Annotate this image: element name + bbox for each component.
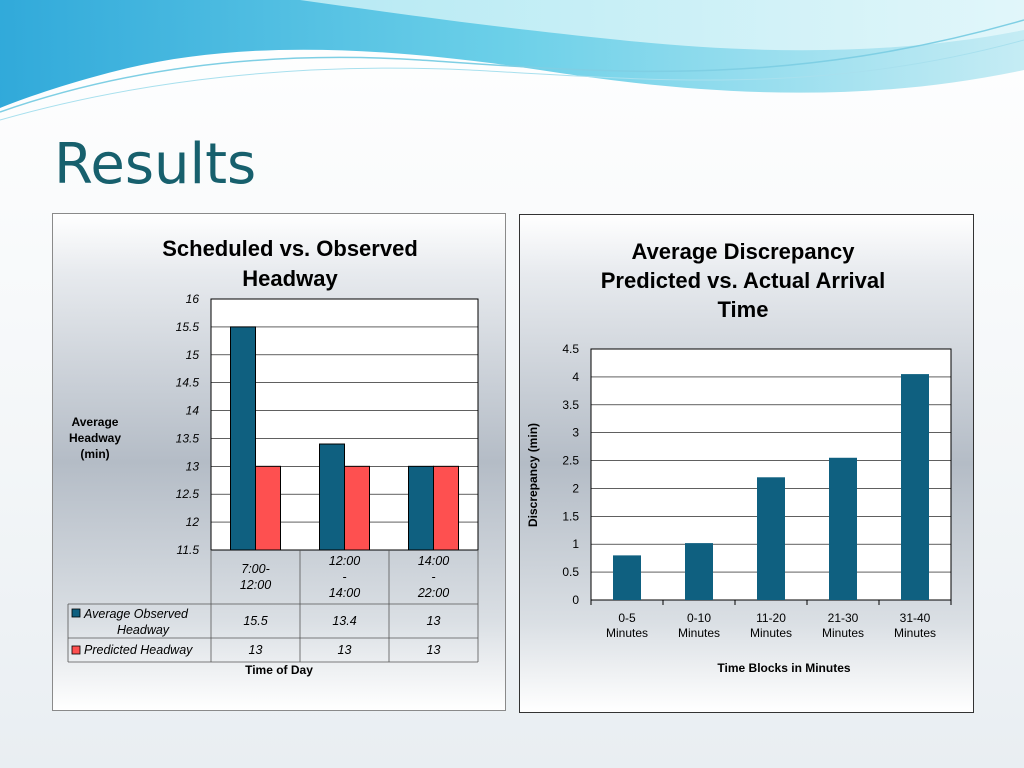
y-tick-label: 15.5 [176, 320, 200, 334]
chart-title: Time [718, 297, 769, 322]
x-category-label: Minutes [606, 626, 648, 640]
y-axis-label: Average [72, 415, 119, 429]
chart-title: Predicted vs. Actual Arrival [601, 268, 886, 293]
bar [230, 326, 256, 551]
bar [344, 465, 370, 551]
y-tick-label: 4.5 [562, 342, 579, 356]
x-category-label: Minutes [894, 626, 936, 640]
x-axis-label: Time of Day [245, 663, 313, 677]
headway-chart-panel: Scheduled vs. Observed Headway 16 15.5 15 14.… [52, 213, 506, 711]
x-category-label: Minutes [822, 626, 864, 640]
x-category-label: 12:00 [329, 554, 360, 568]
y-tick-label: 14 [186, 404, 200, 418]
bar [255, 465, 281, 551]
y-tick-label: 2 [572, 481, 579, 495]
data-table-value: 13 [338, 643, 352, 657]
x-category-label: 7:00- [241, 562, 270, 576]
y-tick-label: 1 [572, 537, 579, 551]
headway-chart: Scheduled vs. Observed Headway 16 15.5 15 14.… [67, 236, 479, 677]
x-category-label: Minutes [750, 626, 792, 640]
y-axis-label: Discrepancy (min) [526, 423, 540, 527]
x-category-label: 0-10 [687, 611, 711, 625]
discrepancy-chart: Average Discrepancy Predicted vs. Actual … [526, 239, 952, 675]
x-category-label: 21-30 [828, 611, 859, 625]
x-category-label: 14:00 [418, 554, 449, 568]
y-tick-label: 15 [186, 348, 200, 362]
bar [901, 374, 929, 600]
y-tick-label: 0 [572, 593, 579, 607]
y-axis-label: (min) [80, 447, 109, 461]
y-tick-label: 1.5 [562, 509, 579, 523]
legend-swatch [71, 645, 81, 655]
y-tick-label: 13 [186, 459, 200, 473]
x-category-label: 11-20 [756, 611, 786, 625]
chart-title: Scheduled vs. Observed [162, 236, 418, 261]
legend-label: Average Observed [83, 607, 189, 621]
y-tick-label: 2.5 [562, 454, 579, 468]
bar [757, 477, 785, 600]
slide-title: Results [54, 132, 257, 197]
y-tick-label: 3 [572, 426, 579, 440]
x-category-label: 22:00 [417, 586, 449, 600]
bar [613, 555, 641, 600]
legend-label: Predicted Headway [84, 643, 193, 657]
x-category-label: - [431, 570, 435, 584]
data-table-value: 13 [249, 643, 263, 657]
bar [433, 465, 459, 551]
legend-label: Headway [117, 623, 170, 637]
chart-title: Headway [242, 266, 338, 291]
bar [685, 543, 713, 600]
y-tick-label: 13.5 [176, 431, 200, 445]
x-category-label: 0-5 [618, 611, 636, 625]
y-tick-label: 0.5 [562, 565, 579, 579]
y-tick-label: 16 [186, 292, 200, 306]
legend-swatch [71, 608, 81, 618]
bar [408, 465, 434, 551]
y-tick-label: 14.5 [176, 376, 200, 390]
bar [319, 443, 345, 551]
y-tick-label: 12.5 [176, 487, 200, 501]
bar [829, 457, 857, 600]
x-category-label: 14:00 [329, 586, 360, 600]
x-category-label: 12:00 [240, 578, 271, 592]
x-axis-label: Time Blocks in Minutes [717, 661, 850, 675]
header-wave-decoration [0, 0, 1024, 121]
y-tick-label: 11.5 [177, 543, 200, 557]
y-tick-label: 3.5 [562, 398, 579, 412]
x-category-label: Minutes [678, 626, 720, 640]
data-table-value: 13 [427, 643, 441, 657]
discrepancy-chart-panel: Average Discrepancy Predicted vs. Actual … [519, 214, 974, 713]
x-category-label: - [342, 570, 346, 584]
y-tick-label: 4 [572, 370, 579, 384]
chart-title: Average Discrepancy [632, 239, 856, 264]
data-table-value: 13 [427, 614, 441, 628]
y-tick-label: 12 [186, 515, 200, 529]
data-table-value: 15.5 [243, 614, 267, 628]
x-category-label: 31-40 [900, 611, 931, 625]
data-table-value: 13.4 [332, 614, 356, 628]
y-axis-label: Headway [69, 431, 121, 445]
